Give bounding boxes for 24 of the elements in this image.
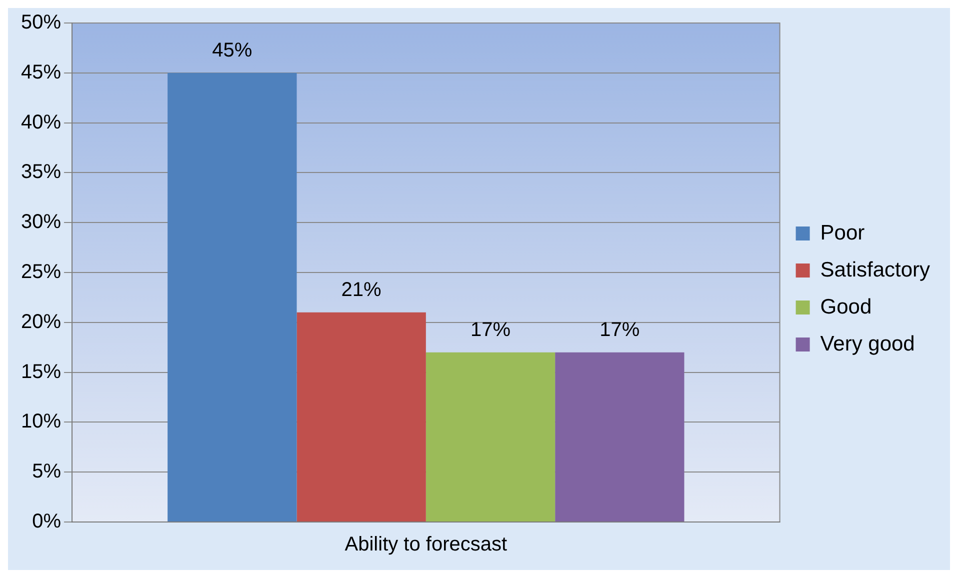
data-label: 45% (212, 39, 252, 62)
y-tick-label: 35% (21, 161, 62, 184)
bar (296, 312, 426, 522)
y-tick-label: 10% (21, 410, 62, 433)
y-tick-label: 50% (21, 12, 62, 34)
data-label: 21% (341, 278, 382, 301)
data-label: 17% (600, 318, 640, 341)
y-tick-label: 5% (32, 460, 62, 483)
y-tick-label: 25% (21, 261, 62, 284)
y-tick-label: 45% (21, 61, 62, 84)
legend-label: Very good (820, 332, 915, 356)
bar (168, 72, 297, 522)
y-tick-label: 30% (21, 211, 62, 234)
x-tick-label: Ability to forecsast (344, 534, 508, 556)
bar (426, 352, 556, 522)
data-label: 17% (470, 318, 511, 341)
y-tick-label: 15% (21, 360, 62, 383)
y-tick-label: 20% (21, 310, 62, 333)
y-tick-label: 40% (21, 111, 62, 134)
bar (555, 352, 684, 522)
legend-label: Satisfactory (820, 258, 930, 282)
legend-label: Good (820, 295, 872, 318)
legend-label: Poor (820, 221, 865, 244)
y-tick-label: 0% (32, 510, 62, 533)
